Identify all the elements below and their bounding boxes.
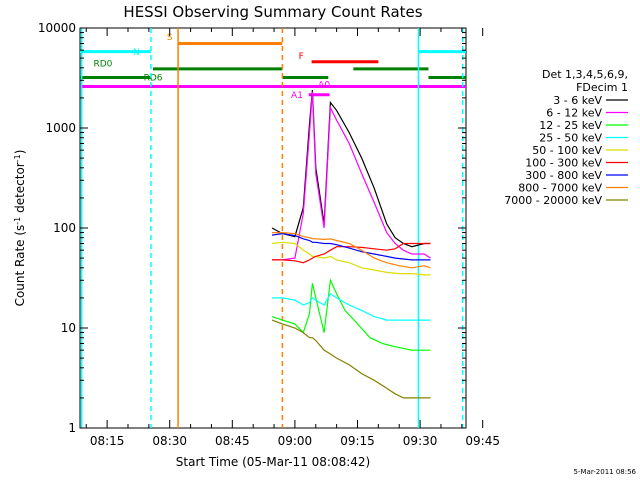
- flag-label-a0: A0: [318, 80, 330, 90]
- flag-label-n: N: [133, 48, 140, 58]
- series-line-100-300-kev: [272, 242, 431, 264]
- series-line-50-100-kev: [271, 241, 431, 276]
- legend-entry-label: 25 - 50 keV: [539, 132, 602, 145]
- legend-entry-label: 3 - 6 keV: [553, 94, 602, 107]
- legend-header: Det 1,3,4,5,6,9,: [542, 68, 628, 81]
- x-tick-label: 09:30: [403, 434, 438, 448]
- series-line-6-12-kev: [272, 91, 431, 261]
- legend-entry-label: 100 - 300 keV: [525, 157, 602, 170]
- chart-title: HESSI Observing Summary Count Rates: [123, 3, 422, 21]
- legend-entry-label: 6 - 12 keV: [546, 107, 602, 120]
- series-line-3-6-kev: [271, 89, 431, 248]
- legend-entry-label: 300 - 800 keV: [525, 169, 602, 182]
- y-tick-label: 1000: [45, 121, 76, 135]
- flag-bars: S N F RD0 RD6 A1 A0: [80, 33, 466, 101]
- y-tick-label: 10000: [38, 21, 76, 35]
- legend-entry-label: 12 - 25 keV: [539, 119, 602, 132]
- time-markers: [80, 28, 464, 428]
- flag-label-a1: A1: [291, 91, 303, 101]
- legend-entry-label: 7000 - 20000 keV: [504, 194, 602, 207]
- flag-label-rd0: RD0: [93, 60, 112, 70]
- legend-entry-label: 50 - 100 keV: [532, 144, 602, 157]
- axis-ticks: 08:15 08:30 08:45 09:00 09:15 09:30 09:45 1 10 10…: [38, 21, 500, 448]
- y-axis-label: Count Rate (s-1 detector-1): [13, 150, 27, 307]
- x-tick-label: 09:45: [465, 434, 500, 448]
- flag-label-f: F: [299, 52, 304, 62]
- series-line-800-7000-kev: [272, 232, 431, 269]
- timestamp: 5-Mar-2011 08:56: [574, 468, 637, 476]
- x-tick-label: 09:15: [340, 434, 375, 448]
- series-line-7000-20000-kev: [271, 319, 431, 399]
- x-tick-label: 08:45: [215, 434, 250, 448]
- series-line-12-25-kev: [271, 278, 431, 351]
- y-tick-label: 10: [61, 321, 76, 335]
- series-line-300-800-kev: [271, 232, 431, 261]
- flag-label-s: S: [167, 33, 173, 43]
- flag-label-rd6: RD6: [144, 73, 163, 83]
- y-tick-label: 1: [68, 421, 76, 435]
- x-tick-label: 08:15: [90, 434, 125, 448]
- series-line-25-50-kev: [272, 292, 431, 321]
- x-axis-label: Start Time (05-Mar-11 08:08:42): [176, 455, 370, 469]
- x-tick-label: 09:00: [278, 434, 313, 448]
- y-tick-label: 100: [53, 221, 76, 235]
- series-lines: [271, 89, 431, 399]
- x-tick-label: 08:30: [152, 434, 187, 448]
- legend-header: FDecim 1: [576, 81, 628, 94]
- legend-entry-label: 800 - 7000 keV: [518, 182, 602, 195]
